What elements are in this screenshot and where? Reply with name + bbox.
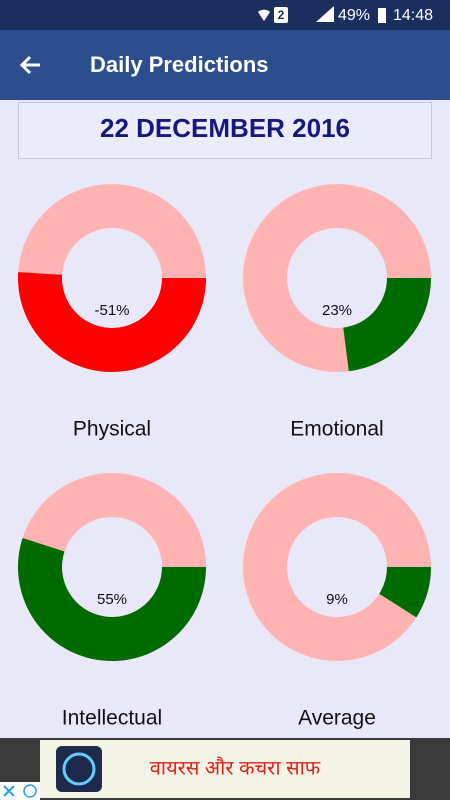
wifi-icon <box>258 9 270 21</box>
app-title: Daily Predictions <box>90 52 269 77</box>
donut-segment <box>17 537 207 662</box>
ad-info[interactable] <box>23 784 37 798</box>
status-bar <box>0 0 450 30</box>
sim-number: 2 <box>278 8 285 22</box>
value-label: 55% <box>97 591 127 608</box>
chart-label: Physical <box>73 418 151 441</box>
chart-label: Intellectual <box>62 707 162 730</box>
ad-close[interactable] <box>3 785 15 797</box>
ad-choices[interactable] <box>0 782 40 800</box>
donut-segment <box>17 272 207 373</box>
value-label: -51% <box>94 302 129 319</box>
value-label: 23% <box>322 302 352 319</box>
battery-percent: 49% <box>338 7 370 24</box>
battery-icon <box>378 8 386 23</box>
value-label: 9% <box>326 591 348 608</box>
sim-badge <box>274 7 288 23</box>
chart-label: Average <box>298 707 376 730</box>
signal-icon <box>316 6 334 22</box>
clock: 14:48 <box>393 7 433 24</box>
back-button[interactable] <box>19 55 40 75</box>
donut-segment <box>343 278 431 372</box>
ad-text: वायरस और कचरा साफ <box>150 756 321 779</box>
ad-icon-ring <box>62 752 96 786</box>
date-card <box>18 102 432 159</box>
date: 22 DECEMBER 2016 <box>100 113 350 143</box>
chart-label: Emotional <box>290 418 383 441</box>
app-bar <box>0 30 450 100</box>
donut-segment <box>379 567 431 618</box>
